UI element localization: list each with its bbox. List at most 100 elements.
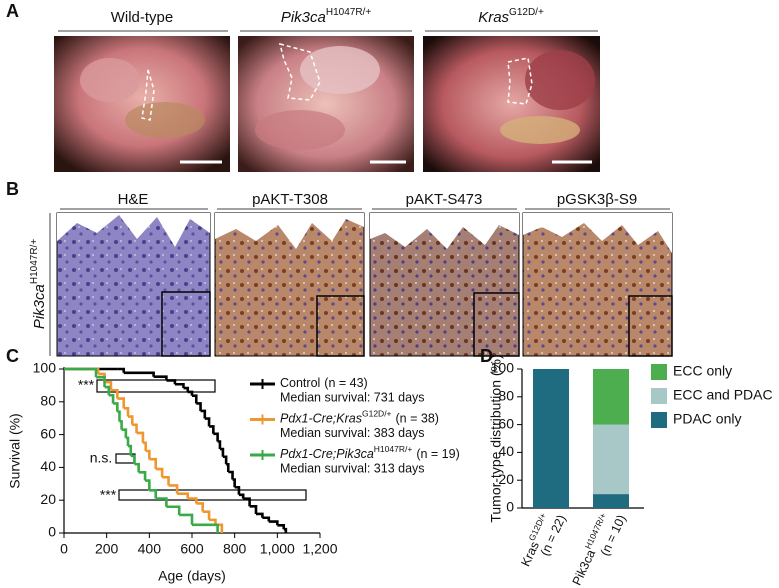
bar-segment — [593, 494, 629, 508]
survival-step — [104, 385, 111, 396]
survival-step — [132, 423, 138, 433]
x-tick-label: 600 — [180, 541, 204, 557]
y-tick-label: 20 — [40, 491, 56, 507]
survival-step — [121, 428, 128, 438]
y-axis-label: Survival (%) — [7, 413, 23, 488]
series-name-sup: G12D/+ — [362, 409, 392, 419]
survival-step — [256, 512, 264, 518]
category-name: Kras — [519, 540, 543, 569]
survival-step — [108, 393, 115, 404]
y-tick-label: 60 — [498, 415, 514, 431]
gene: Pik3ca — [31, 284, 48, 329]
series-name-sup: H1047R/+ — [374, 444, 413, 454]
legend-swatch — [651, 364, 667, 380]
survival-step — [142, 441, 148, 451]
survival-step — [104, 380, 113, 391]
micrograph — [56, 212, 211, 357]
legend-entry: ECC only — [673, 363, 732, 379]
x-tick-label: 0 — [60, 541, 68, 557]
survival-step — [226, 462, 230, 472]
survival-step — [243, 497, 251, 507]
micrograph — [369, 212, 520, 357]
y-tick-label: 40 — [40, 458, 56, 474]
column-title: pAKT-S473 — [406, 191, 483, 208]
survival-step — [128, 444, 133, 456]
survival-step — [192, 523, 219, 533]
legend-entry: Control (n = 43) — [280, 376, 368, 390]
survival-step — [196, 402, 202, 411]
x-tick-label: 800 — [223, 541, 247, 557]
column-title: Pik3caH1047R/+ — [281, 7, 371, 26]
legend-median: Median survival: 313 days — [280, 461, 425, 475]
series-name: Pdx1-Cre;Kras — [280, 412, 362, 426]
survival-step — [187, 497, 198, 504]
survival-step — [123, 407, 130, 417]
legend-swatch — [651, 388, 667, 404]
y-tick-label: 0 — [48, 524, 56, 540]
survival-step — [196, 502, 204, 512]
survival-step — [149, 489, 158, 499]
survival-step — [136, 431, 145, 443]
survival-step — [149, 457, 158, 470]
survival-step — [174, 382, 185, 389]
legend-median: Median survival: 731 days — [280, 390, 425, 404]
survival-step — [113, 402, 119, 412]
y-tick-label: 40 — [498, 443, 514, 459]
series-name: Control — [280, 376, 320, 390]
survival-step — [125, 436, 130, 447]
significance: *** — [100, 487, 117, 503]
survival-step — [110, 389, 119, 399]
survival-step — [179, 513, 194, 525]
series-name: Pdx1-Cre;Pik3ca — [280, 447, 374, 461]
survival-step — [249, 504, 258, 514]
survival-step — [219, 447, 225, 457]
survival-step — [268, 520, 279, 526]
survival-step — [119, 420, 123, 430]
survival-step — [177, 492, 190, 499]
survival-step — [128, 415, 134, 425]
x-tick-label: 400 — [138, 541, 162, 557]
allele: G12D/+ — [509, 7, 544, 18]
significance: n.s. — [90, 450, 113, 466]
legend-entry: ECC and PDAC — [673, 387, 773, 403]
survival-step — [117, 410, 121, 422]
x-tick-label: 1,000 — [260, 541, 295, 557]
survival-step — [155, 467, 164, 478]
legend-entry: PDAC only — [673, 411, 741, 427]
micrograph — [522, 212, 673, 357]
y-tick-label: 20 — [498, 471, 514, 487]
bar-segment — [593, 424, 629, 495]
survival-step — [187, 390, 194, 396]
allele: H1047R/+ — [29, 239, 40, 284]
allele: H1047R/+ — [326, 7, 371, 18]
survival-step — [209, 425, 215, 434]
survival-step — [228, 470, 234, 480]
panel-label: A — [6, 1, 19, 21]
column-title: KrasG12D/+ — [478, 7, 544, 26]
survival-step — [138, 471, 147, 481]
survival-step — [117, 397, 126, 409]
legend-entry: Pdx1-Cre;Pik3caH1047R/+ (n = 19) — [280, 444, 460, 461]
survival-step — [155, 497, 168, 507]
x-tick-label: 1,200 — [302, 541, 337, 557]
survival-step — [217, 440, 222, 450]
series-n: (n = 43) — [324, 376, 367, 390]
survival-step — [283, 527, 288, 533]
column-title: Wild-type — [111, 9, 174, 26]
x-tick-label: 200 — [95, 541, 119, 557]
significance-brackets — [96, 379, 307, 501]
survival-step — [200, 409, 207, 419]
y-tick-label: 80 — [498, 388, 514, 404]
y-axis-label: Tumor-type distribution (%) — [488, 354, 504, 522]
row-label: Pik3caH1047R/+ — [29, 239, 48, 329]
survival-step — [96, 375, 106, 388]
legend-median: Median survival: 383 days — [280, 426, 425, 440]
survival-step — [209, 518, 217, 525]
survival-step — [222, 455, 228, 465]
survival-step — [166, 505, 181, 515]
survival-step — [145, 479, 151, 491]
bar-segment — [533, 369, 569, 508]
survival-step — [117, 367, 126, 373]
survival-step — [183, 386, 190, 392]
y-tick-label: 100 — [33, 360, 57, 376]
